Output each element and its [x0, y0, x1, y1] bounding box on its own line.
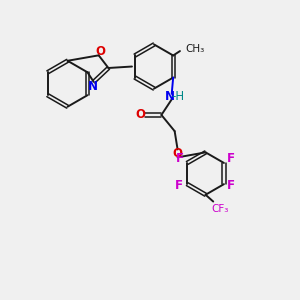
Text: F: F	[227, 179, 235, 192]
Text: -H: -H	[172, 90, 185, 103]
Text: N: N	[165, 90, 175, 103]
Text: CH₃: CH₃	[186, 44, 205, 54]
Text: O: O	[95, 45, 105, 58]
Text: CF₃: CF₃	[211, 204, 228, 214]
Text: F: F	[176, 152, 184, 165]
Text: F: F	[175, 179, 183, 192]
Text: O: O	[172, 147, 182, 160]
Text: F: F	[227, 152, 235, 165]
Text: O: O	[135, 109, 145, 122]
Text: N: N	[88, 80, 98, 93]
